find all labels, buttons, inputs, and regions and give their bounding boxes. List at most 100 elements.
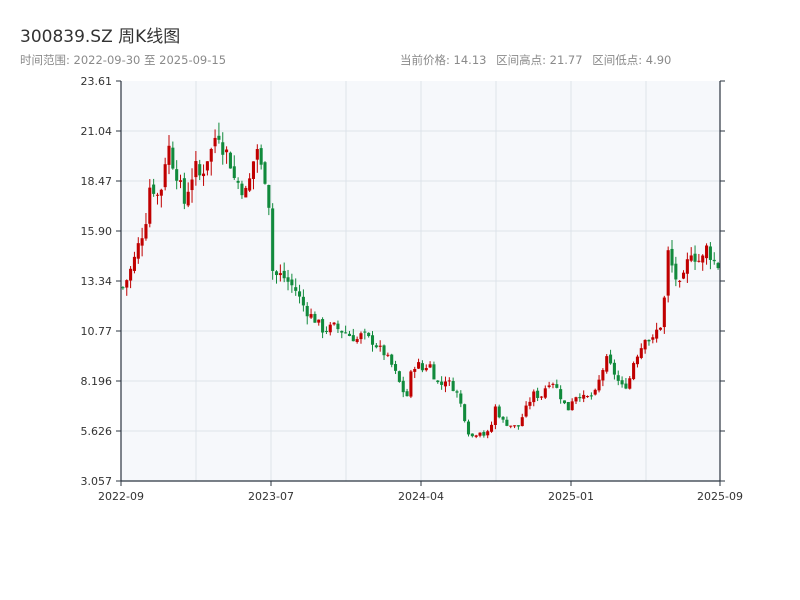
candle bbox=[152, 178, 156, 197]
x-tick-label: 2025-09 bbox=[697, 490, 743, 503]
candle-body bbox=[536, 390, 540, 398]
candle bbox=[263, 161, 267, 185]
candle-body bbox=[336, 323, 340, 330]
candle-body bbox=[140, 238, 144, 246]
candle-body bbox=[228, 152, 232, 169]
candle-body bbox=[513, 425, 517, 427]
price-summary: 当前价格: 14.13 区间高点: 21.77 区间低点: 4.90 bbox=[400, 52, 671, 68]
chart-title: 300839.SZ 周K线图 bbox=[20, 27, 181, 47]
candle-body bbox=[194, 161, 198, 178]
candle bbox=[620, 376, 624, 388]
candle-body bbox=[221, 142, 225, 155]
candle-body bbox=[662, 297, 666, 328]
y-tick-label: 3.057 bbox=[81, 475, 113, 488]
candle bbox=[501, 416, 505, 423]
candle-body bbox=[436, 380, 440, 383]
candle-body bbox=[489, 424, 494, 432]
candle bbox=[693, 245, 697, 270]
candle bbox=[689, 247, 693, 263]
candle-body bbox=[712, 259, 716, 262]
candle-body bbox=[708, 246, 712, 260]
candle bbox=[497, 404, 501, 419]
candle-body bbox=[585, 396, 590, 398]
candle bbox=[616, 370, 620, 386]
candle bbox=[470, 433, 474, 438]
candle-body bbox=[674, 263, 678, 280]
candle bbox=[443, 376, 447, 393]
candle-body bbox=[624, 383, 628, 389]
candle bbox=[685, 252, 689, 283]
candle-body bbox=[397, 371, 401, 382]
grid-lines bbox=[121, 81, 720, 481]
candle-body bbox=[559, 389, 563, 400]
candle bbox=[205, 161, 209, 176]
candle bbox=[178, 174, 183, 189]
candle bbox=[382, 344, 386, 360]
y-tick-label: 10.77 bbox=[81, 325, 113, 338]
candle-body bbox=[528, 401, 532, 406]
candle-body bbox=[202, 173, 206, 177]
candle bbox=[701, 254, 705, 271]
candle bbox=[505, 416, 509, 427]
candle-body bbox=[493, 406, 497, 426]
candle bbox=[167, 135, 171, 175]
candle-body bbox=[205, 161, 209, 171]
candle-body bbox=[159, 189, 163, 196]
candle bbox=[328, 322, 332, 336]
candle-body bbox=[609, 354, 613, 364]
candle-body bbox=[148, 187, 152, 224]
candle-body bbox=[632, 363, 636, 380]
candle-body bbox=[424, 367, 428, 371]
candle bbox=[359, 331, 363, 344]
candle-body bbox=[390, 354, 394, 365]
candle bbox=[570, 398, 574, 411]
candle bbox=[125, 279, 129, 296]
candle bbox=[420, 360, 424, 373]
candle bbox=[221, 132, 225, 165]
candle bbox=[628, 376, 632, 390]
candle-body bbox=[620, 380, 624, 385]
candle bbox=[528, 397, 532, 410]
candle-body bbox=[693, 253, 697, 262]
candle-body bbox=[601, 370, 605, 381]
candle bbox=[309, 308, 313, 320]
candle bbox=[482, 430, 486, 438]
candle-body bbox=[578, 397, 582, 399]
candle-body bbox=[340, 330, 344, 333]
candle bbox=[355, 336, 359, 344]
candle-body bbox=[639, 348, 643, 358]
candle bbox=[593, 388, 597, 396]
candle-body bbox=[347, 333, 352, 336]
candle-body bbox=[378, 345, 382, 347]
candle bbox=[351, 328, 355, 342]
candle-body bbox=[152, 184, 156, 194]
candle-body bbox=[144, 224, 148, 239]
candle-body bbox=[443, 381, 447, 387]
y-tick-label: 5.626 bbox=[81, 425, 113, 438]
candle-body bbox=[171, 147, 175, 169]
candle bbox=[313, 311, 317, 323]
candle-body bbox=[497, 406, 501, 418]
candle-body bbox=[486, 431, 490, 436]
candle bbox=[267, 184, 271, 216]
y-tick-label: 18.47 bbox=[81, 175, 113, 188]
candle-body bbox=[428, 364, 432, 368]
candle bbox=[597, 375, 601, 393]
candle bbox=[612, 359, 616, 380]
candle-body bbox=[321, 319, 325, 333]
candle bbox=[578, 393, 582, 402]
candle bbox=[209, 147, 213, 176]
candle bbox=[370, 331, 375, 352]
candle-body bbox=[344, 332, 348, 334]
candle bbox=[428, 361, 432, 369]
candle-body bbox=[616, 375, 620, 381]
candle-body bbox=[332, 322, 336, 325]
candle-body bbox=[459, 393, 463, 404]
candle bbox=[386, 352, 390, 358]
candle bbox=[190, 168, 194, 203]
candle-body bbox=[328, 324, 332, 333]
candle bbox=[274, 270, 279, 284]
candle bbox=[159, 188, 163, 208]
candle-body bbox=[301, 296, 305, 306]
